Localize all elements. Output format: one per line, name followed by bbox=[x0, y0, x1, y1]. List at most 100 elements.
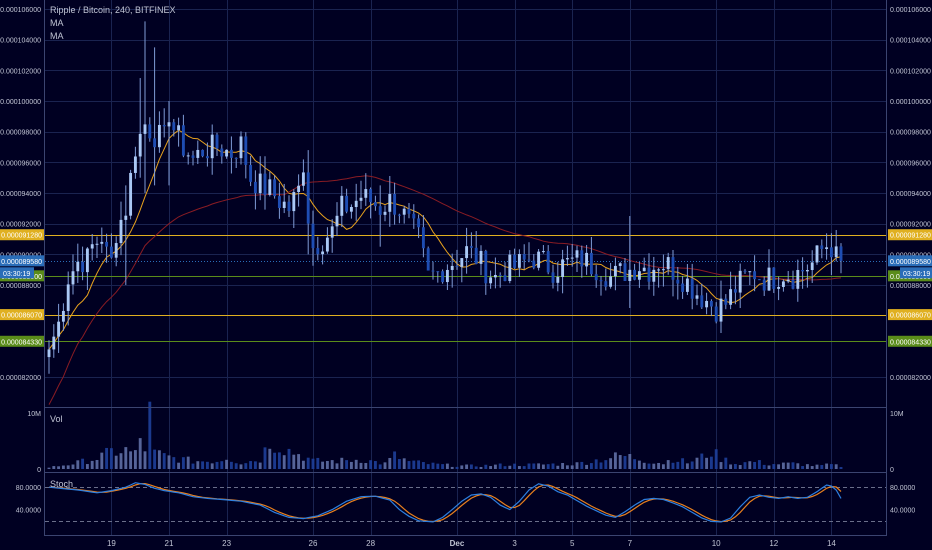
stoch-tick-right: 80.0000 bbox=[890, 485, 915, 492]
left-price-tick: 0.000082000 bbox=[0, 375, 41, 382]
right-level-label[interactable]: 0.000086070 bbox=[888, 309, 932, 321]
candle-body bbox=[681, 283, 685, 292]
right-price-tick[interactable]: 0.000092000 bbox=[890, 222, 931, 229]
candle-body bbox=[100, 241, 104, 244]
right-price-tick[interactable]: 0.000106000 bbox=[890, 7, 931, 14]
volume-bar bbox=[287, 448, 291, 469]
right-price-tick[interactable]: 0.000104000 bbox=[890, 38, 931, 45]
right-level-label[interactable]: 0.000091280 bbox=[888, 229, 932, 241]
candle-body bbox=[105, 241, 109, 247]
right-price-tick[interactable]: 0.000096000 bbox=[890, 160, 931, 167]
countdown-label-left: 03:30:19 bbox=[0, 267, 34, 279]
candle-body bbox=[273, 179, 277, 197]
volume-bar bbox=[724, 457, 728, 469]
candle bbox=[781, 279, 785, 292]
volume-bar bbox=[767, 465, 771, 469]
right-level-label[interactable]: 0.000089580 bbox=[888, 255, 932, 267]
right-level-label-text: 0.000084330 bbox=[890, 339, 931, 346]
right-price-tick[interactable]: 0.000100000 bbox=[890, 99, 931, 106]
volume-bar bbox=[162, 453, 166, 469]
right-level-label-bg bbox=[888, 255, 932, 267]
time-tick-label[interactable]: 14 bbox=[827, 539, 836, 548]
candle-body bbox=[709, 300, 713, 307]
volume-bar bbox=[205, 461, 209, 469]
candle-body bbox=[647, 267, 651, 282]
candle bbox=[325, 227, 329, 254]
volume-bar bbox=[556, 465, 560, 469]
volume-bar bbox=[349, 461, 353, 469]
moving-average-line-2 bbox=[48, 175, 842, 405]
right-price-axis[interactable]: 0.000106000 0.000104000 0.000102000 0.00010… bbox=[888, 7, 932, 382]
volume-bar bbox=[229, 461, 233, 469]
stoch-lines bbox=[48, 482, 842, 523]
candle-body bbox=[695, 295, 699, 299]
time-tick-label[interactable]: 10 bbox=[712, 539, 721, 548]
candle bbox=[513, 248, 517, 269]
candle bbox=[786, 270, 790, 284]
candle bbox=[791, 270, 795, 290]
indicator-label-ma-2[interactable]: MA bbox=[50, 31, 64, 41]
candle bbox=[810, 250, 814, 283]
candle-body bbox=[162, 124, 166, 127]
volume-bar bbox=[450, 466, 454, 469]
right-price-tick[interactable]: 0.000082000 bbox=[890, 375, 931, 382]
candle-body bbox=[685, 278, 689, 292]
time-tick-label[interactable]: 3 bbox=[512, 539, 517, 548]
candle-body bbox=[412, 213, 416, 219]
right-price-tick[interactable]: 0.000098000 bbox=[890, 130, 931, 137]
volume-bar bbox=[124, 447, 128, 469]
time-tick-label[interactable]: 28 bbox=[366, 539, 375, 548]
right-price-tick[interactable]: 0.000088000 bbox=[890, 283, 931, 290]
time-tick-label[interactable]: 21 bbox=[165, 539, 174, 548]
time-tick-label[interactable]: 5 bbox=[570, 539, 575, 548]
time-tick-label[interactable]: 23 bbox=[222, 539, 231, 548]
candle-body bbox=[652, 269, 656, 282]
right-price-tick[interactable]: 0.000102000 bbox=[890, 68, 931, 75]
volume-bar bbox=[388, 457, 392, 469]
candle bbox=[124, 185, 128, 286]
volume-panel[interactable] bbox=[47, 401, 843, 469]
volume-axis: 10M 10M 0 0 bbox=[27, 411, 903, 474]
volume-bar bbox=[402, 458, 406, 469]
candle-body bbox=[594, 274, 598, 281]
candle bbox=[460, 258, 464, 283]
candle-body bbox=[388, 193, 392, 212]
right-level-label[interactable]: 0.000084330 bbox=[888, 335, 932, 347]
right-price-tick[interactable]: 0.000094000 bbox=[890, 191, 931, 198]
candle-body bbox=[551, 272, 555, 283]
volume-bar bbox=[157, 450, 161, 469]
candle bbox=[733, 275, 737, 305]
candle bbox=[369, 187, 373, 219]
candle bbox=[829, 233, 833, 275]
time-tick-label[interactable]: 12 bbox=[769, 539, 778, 548]
candle bbox=[541, 245, 545, 254]
volume-bar bbox=[757, 460, 761, 469]
candle-body bbox=[292, 192, 296, 212]
price-panel[interactable] bbox=[45, 0, 886, 535]
time-tick-label[interactable]: Dec bbox=[450, 539, 465, 548]
left-price-tick: 0.000094000 bbox=[0, 191, 41, 198]
time-tick-label[interactable]: 19 bbox=[107, 539, 116, 548]
moving-averages bbox=[48, 129, 842, 405]
left-level-label-bg bbox=[0, 229, 44, 241]
candle-body bbox=[829, 247, 833, 258]
volume-label[interactable]: Vol bbox=[50, 414, 63, 424]
left-level-label-bg bbox=[0, 309, 44, 321]
volume-bar bbox=[733, 464, 737, 469]
candle-body bbox=[585, 252, 589, 267]
candle-body bbox=[657, 269, 661, 271]
candle bbox=[772, 267, 776, 294]
time-tick-label[interactable]: 26 bbox=[309, 539, 318, 548]
candle bbox=[105, 233, 109, 263]
time-axis[interactable]: 19 21 23 26 28 Dec 3 5 7 10 12 14 bbox=[107, 539, 836, 548]
stoch-label[interactable]: Stoch bbox=[50, 479, 73, 489]
time-tick-label[interactable]: 7 bbox=[628, 539, 633, 548]
indicator-label-ma-1[interactable]: MA bbox=[50, 18, 64, 28]
stoch-panel[interactable] bbox=[45, 482, 886, 523]
candle bbox=[661, 254, 665, 287]
candle bbox=[52, 324, 56, 358]
volume-bar bbox=[397, 459, 401, 469]
volume-bar bbox=[489, 466, 493, 469]
volume-bar bbox=[498, 463, 502, 469]
volume-bar bbox=[527, 463, 531, 469]
